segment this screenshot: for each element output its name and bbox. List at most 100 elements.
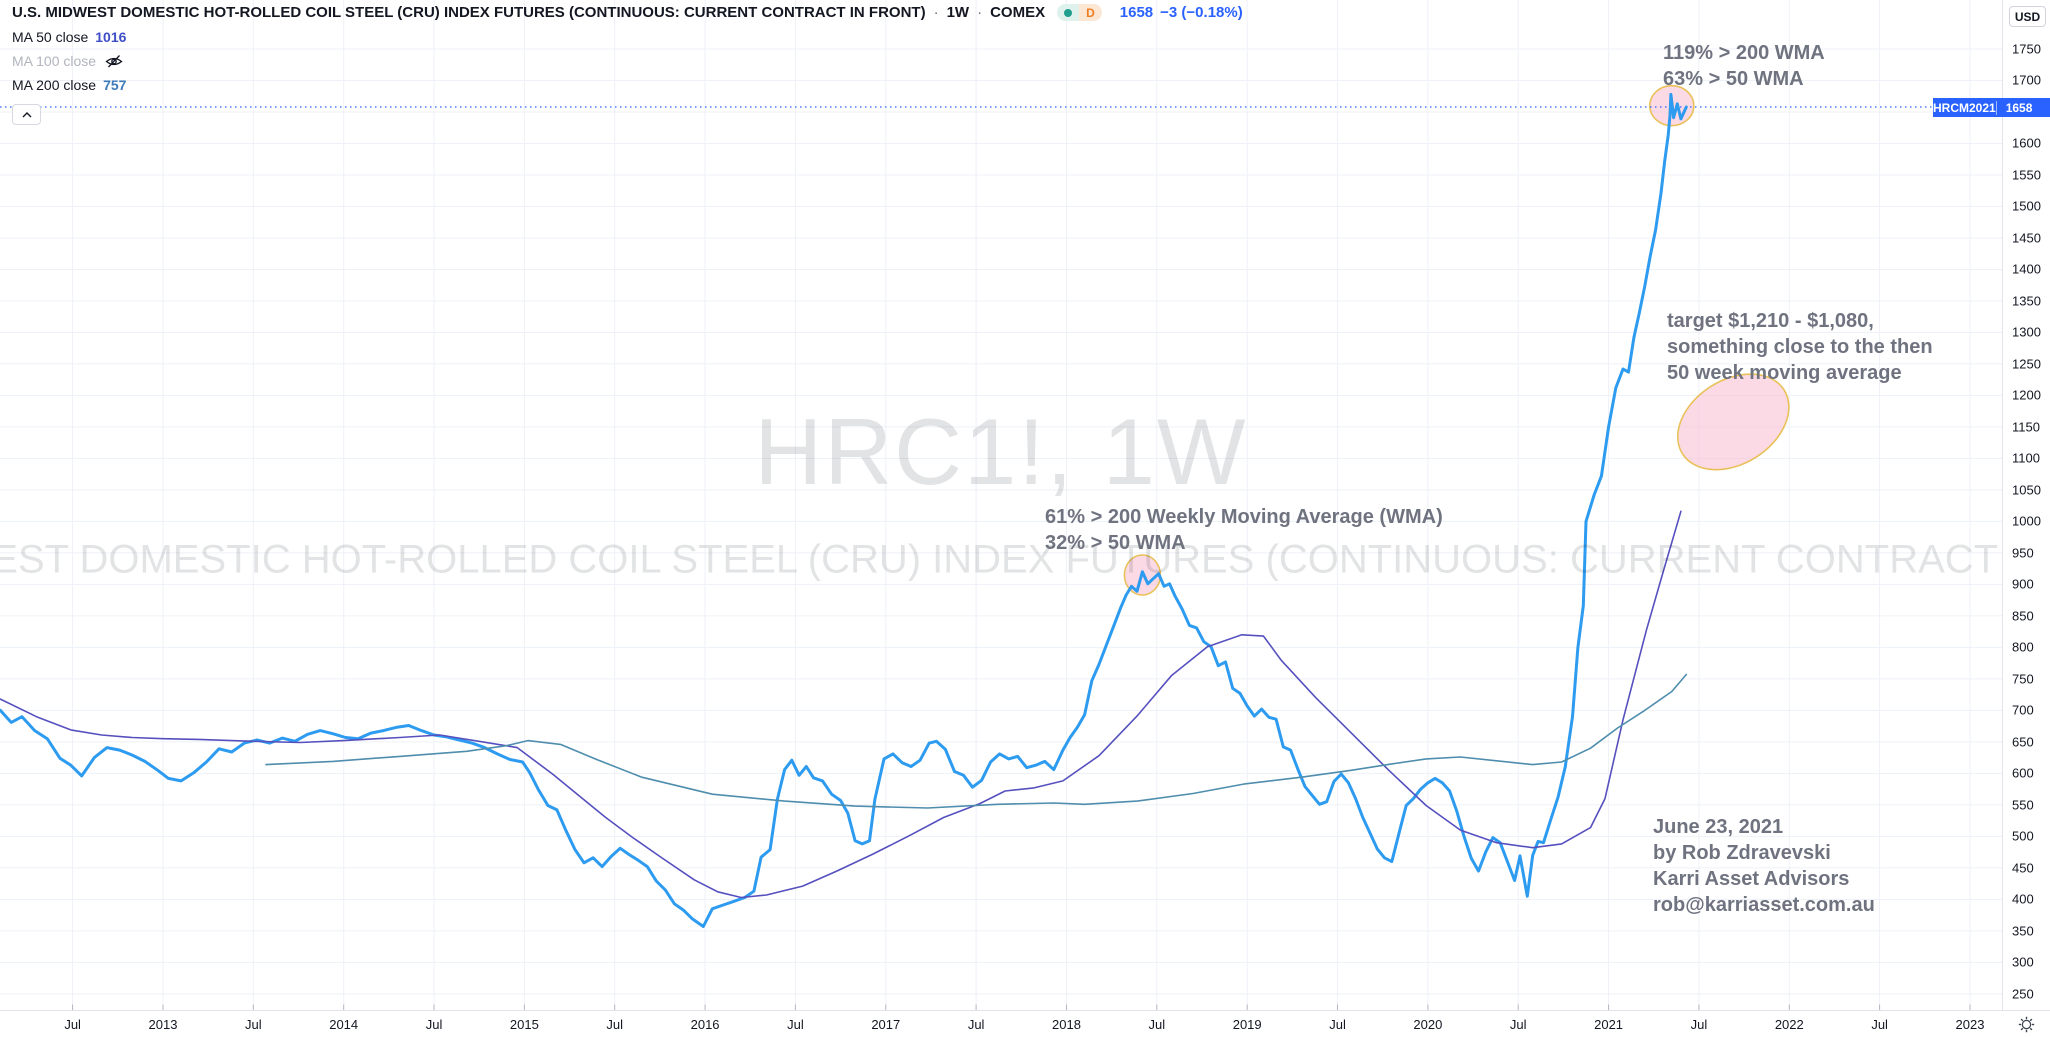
annotation-line: by Rob Zdravevski <box>1653 842 1831 864</box>
price-tick-label: 750 <box>2012 671 2034 687</box>
annotation-2021-peak[interactable]: 119% > 200 WMA 63% > 50 WMA <box>1663 40 1825 92</box>
currency-button[interactable]: USD <box>2009 6 2046 27</box>
price-tick-label: 900 <box>2012 576 2034 592</box>
time-tick-label: Jul <box>1148 1017 1166 1032</box>
annotation-line: rob@karriasset.com.au <box>1653 894 1875 916</box>
price-tick-label: 400 <box>2012 891 2034 907</box>
symbol-title: U.S. MIDWEST DOMESTIC HOT-ROLLED COIL ST… <box>12 4 926 21</box>
annotation-line: 61% > 200 Weekly Moving Average (WMA) <box>1045 506 1443 528</box>
time-tick-label: Jul <box>1871 1017 1888 1032</box>
time-tick-label: Jul <box>606 1017 624 1032</box>
last-price: 1658 <box>1119 4 1154 21</box>
annotation-line: target $1,210 - $1,080, <box>1667 310 1874 332</box>
ma200-value: 757 <box>103 77 127 93</box>
annotation-line: 32% > 50 WMA <box>1045 532 1186 554</box>
ma50-value: 1016 <box>95 29 127 45</box>
exchange-label: COMEX <box>990 4 1046 21</box>
time-tick-label: Jul <box>425 1017 443 1032</box>
time-tick-label: Jul <box>1509 1017 1527 1032</box>
legend-row-ma50[interactable]: MA 50 close 1016 <box>12 29 126 45</box>
price-tick-label: 1000 <box>2012 513 2041 529</box>
eye-off-icon[interactable] <box>105 54 123 69</box>
time-tick-label: 2022 <box>1774 1017 1804 1032</box>
price-tick-label: 1700 <box>2012 72 2041 88</box>
time-tick-label: Jul <box>64 1017 81 1032</box>
price-tick-label: 550 <box>2012 797 2034 813</box>
time-tick-label: Jul <box>245 1017 262 1032</box>
price-tick-label: 850 <box>2012 608 2034 624</box>
price-line[interactable] <box>0 92 1688 928</box>
ma200-label: MA 200 close <box>12 77 97 93</box>
price-tick-label: 450 <box>2012 860 2034 876</box>
time-tick-label: Jul <box>1329 1017 1346 1032</box>
quote: 1658 −3 (−0.18%) <box>1120 4 1243 21</box>
price-tick-label: 600 <box>2012 765 2034 781</box>
time-tick-label: Jul <box>1690 1017 1708 1032</box>
price-tick-label: 950 <box>2012 545 2034 561</box>
time-tick-label: 2015 <box>509 1017 539 1032</box>
price-tick-label: 1400 <box>2012 261 2041 277</box>
annotation-signature[interactable]: June 23, 2021 by Rob Zdravevski Karri As… <box>1653 814 1875 918</box>
legend-row-ma100[interactable]: MA 100 close <box>12 53 123 69</box>
ellipse-target-zone[interactable] <box>1660 354 1806 489</box>
ma100-label: MA 100 close <box>12 53 97 69</box>
last-price-label: HRCM2021 1658 <box>1933 98 2050 117</box>
time-tick-label: 2021 <box>1594 1017 1624 1032</box>
price-tick-label: 800 <box>2012 639 2034 655</box>
annotation-2018-peak[interactable]: 61% > 200 Weekly Moving Average (WMA) 32… <box>1045 504 1443 556</box>
delayed-data-icon: D <box>1079 4 1102 21</box>
annotation-line: 50 week moving average <box>1667 362 1902 384</box>
price-tick-label: 1100 <box>2012 450 2040 466</box>
annotation-line: June 23, 2021 <box>1653 816 1784 838</box>
price-tick-label: 700 <box>2012 702 2034 718</box>
price-tick-label: 500 <box>2012 828 2034 844</box>
last-price-value: 1658 <box>1995 100 2050 115</box>
time-tick-label: Jul <box>787 1017 804 1032</box>
price-tick-label: 1450 <box>2012 230 2041 246</box>
price-tick-label: 1300 <box>2012 324 2041 340</box>
legend-row-ma200[interactable]: MA 200 close 757 <box>12 77 126 93</box>
annotation-line: 119% > 200 WMA <box>1663 42 1825 64</box>
annotation-line: Karri Asset Advisors <box>1653 868 1850 890</box>
price-tick-label: 1750 <box>2012 41 2041 57</box>
ma200-line[interactable] <box>265 673 1688 809</box>
annotation-line: 63% > 50 WMA <box>1663 68 1804 90</box>
settings-gear-icon[interactable] <box>2015 1013 2037 1035</box>
time-tick-label: 2014 <box>329 1017 359 1032</box>
ma50-label: MA 50 close <box>12 29 89 45</box>
market-status-badge[interactable]: D <box>1057 4 1102 21</box>
price-scale[interactable]: 1750170016501600155015001450140013501300… <box>2003 0 2050 1010</box>
price-tick-label: 1150 <box>2012 419 2040 435</box>
time-tick-label: 2019 <box>1232 1017 1262 1032</box>
separator: · <box>977 4 983 21</box>
price-tick-label: 1050 <box>2012 482 2041 498</box>
price-tick-label: 1350 <box>2012 293 2041 309</box>
ma50-line[interactable] <box>0 510 1682 899</box>
chevron-up-icon <box>22 111 31 117</box>
price-tick-label: 1250 <box>2012 356 2041 372</box>
price-tick-label: 1550 <box>2012 167 2041 183</box>
price-change: −3 (−0.18%) <box>1160 4 1243 21</box>
time-tick-label: 2016 <box>690 1017 720 1032</box>
symbol-legend-row[interactable]: U.S. MIDWEST DOMESTIC HOT-ROLLED COIL ST… <box>12 4 1243 21</box>
price-tick-label: 1600 <box>2012 135 2041 151</box>
price-tick-label: 250 <box>2012 986 2034 1002</box>
price-tick-label: 1200 <box>2012 387 2041 403</box>
annotation-line: something close to the then <box>1667 336 1933 358</box>
time-tick-label: 2017 <box>871 1017 901 1032</box>
price-tick-label: 300 <box>2012 954 2034 970</box>
price-tick-label: 1500 <box>2012 198 2041 214</box>
time-tick-label: 2013 <box>148 1017 178 1032</box>
interval-label: 1W <box>946 4 970 21</box>
contract-tag: HRCM2021 <box>1933 100 1996 115</box>
market-open-icon <box>1057 4 1080 21</box>
time-tick-label: 2018 <box>1052 1017 1081 1032</box>
time-tick-label: 2023 <box>1955 1017 1985 1032</box>
time-axis[interactable]: Jul 2013 Jul 2014 Jul 2015 Jul 2016 Jul 2017 Jul 20… <box>0 1011 2050 1037</box>
collapse-legend-button[interactable] <box>12 104 41 125</box>
price-tick-label: 650 <box>2012 734 2034 750</box>
time-tick-label: Jul <box>967 1017 985 1032</box>
annotation-target[interactable]: target $1,210 - $1,080, something close … <box>1667 308 1933 386</box>
